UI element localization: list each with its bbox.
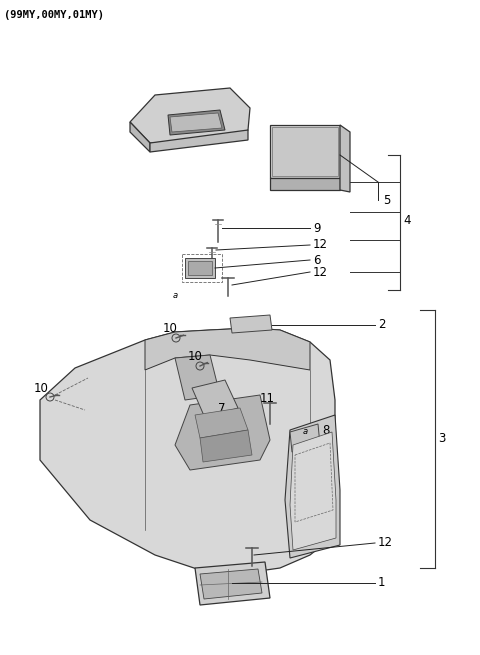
Polygon shape <box>272 127 338 176</box>
Text: 7: 7 <box>218 402 226 415</box>
Polygon shape <box>185 258 215 278</box>
Text: 12: 12 <box>313 238 328 252</box>
Text: 10: 10 <box>163 322 178 335</box>
Polygon shape <box>130 122 150 152</box>
Text: 12: 12 <box>378 536 393 550</box>
Polygon shape <box>195 562 270 605</box>
Polygon shape <box>285 415 340 558</box>
Text: 12: 12 <box>313 265 328 278</box>
Bar <box>182 254 222 282</box>
Polygon shape <box>175 395 270 470</box>
Text: 8: 8 <box>322 424 329 436</box>
Polygon shape <box>195 408 248 438</box>
Polygon shape <box>290 432 336 550</box>
Polygon shape <box>200 430 252 462</box>
Polygon shape <box>145 328 310 370</box>
Polygon shape <box>230 315 272 333</box>
Polygon shape <box>290 424 320 452</box>
Polygon shape <box>175 355 220 400</box>
Text: 1: 1 <box>378 576 385 590</box>
Text: 10: 10 <box>188 350 203 362</box>
Polygon shape <box>150 130 248 152</box>
Text: 6: 6 <box>313 253 321 267</box>
Text: 4: 4 <box>403 214 410 227</box>
Polygon shape <box>340 125 350 192</box>
Polygon shape <box>188 261 212 275</box>
Polygon shape <box>130 88 250 143</box>
Text: 5: 5 <box>383 193 390 206</box>
Polygon shape <box>200 569 262 599</box>
Polygon shape <box>40 328 335 573</box>
Polygon shape <box>170 113 222 132</box>
Text: 3: 3 <box>438 432 445 445</box>
Text: 10: 10 <box>34 381 49 394</box>
Text: a: a <box>172 291 178 301</box>
Polygon shape <box>270 178 340 190</box>
Text: a: a <box>302 428 308 436</box>
Text: 11: 11 <box>260 392 275 405</box>
Polygon shape <box>192 380 238 418</box>
Polygon shape <box>168 110 225 135</box>
Text: (99MY,00MY,01MY): (99MY,00MY,01MY) <box>4 10 104 20</box>
Text: 2: 2 <box>378 318 385 331</box>
Text: 9: 9 <box>313 221 321 234</box>
Polygon shape <box>270 125 340 178</box>
